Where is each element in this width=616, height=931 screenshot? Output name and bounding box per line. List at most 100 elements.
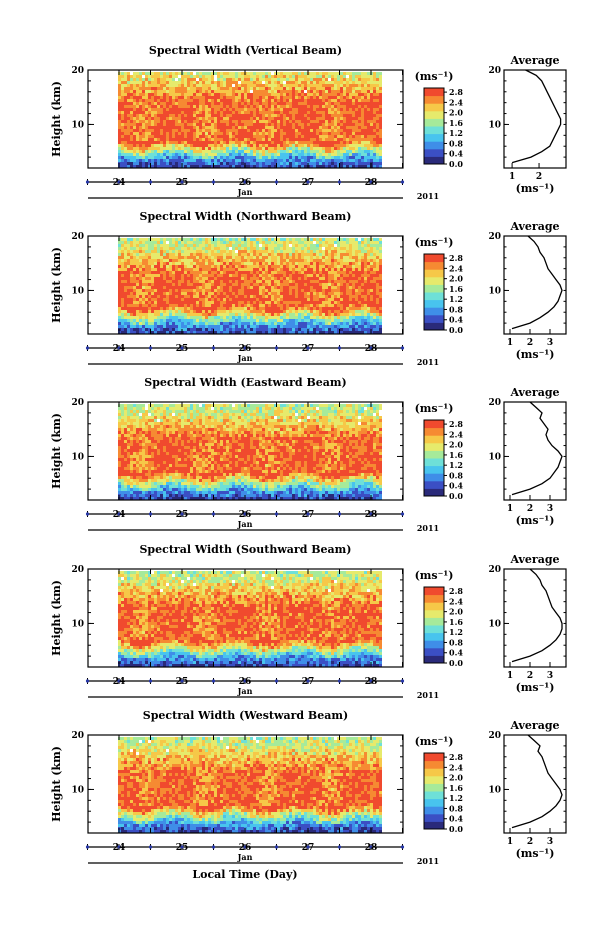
heatmap-cell: [358, 84, 361, 87]
heatmap-cell: [232, 241, 235, 244]
heatmap-cell: [376, 81, 379, 84]
heatmap-cell: [361, 165, 364, 168]
heatmap-cell: [121, 156, 124, 159]
heatmap-cell: [214, 150, 217, 153]
heatmap-cell: [178, 301, 181, 304]
heatmap-cell: [325, 99, 328, 102]
heatmap-cell: [154, 132, 157, 135]
heatmap-cell: [211, 277, 214, 280]
heatmap-cell: [319, 96, 322, 99]
heatmap-cell: [175, 277, 178, 280]
heatmap-cell: [301, 286, 304, 289]
heatmap-cell: [172, 292, 175, 295]
heatmap-cell: [202, 316, 205, 319]
heatmap-cell: [151, 141, 154, 144]
heatmap-cell: [265, 90, 268, 93]
heatmap-cell: [118, 289, 121, 292]
heatmap-cell: [142, 331, 145, 334]
heatmap-cell: [196, 159, 199, 162]
heatmap-cell: [136, 123, 139, 126]
heatmap-cell: [151, 331, 154, 334]
y-tick-label: 10: [71, 120, 84, 130]
heatmap-cell: [307, 310, 310, 313]
heatmap-cell: [160, 126, 163, 129]
heatmap-cell: [253, 93, 256, 96]
heatmap-cell: [295, 295, 298, 298]
heatmap-cell: [124, 159, 127, 162]
heatmap-cell: [331, 120, 334, 123]
heatmap-cell: [325, 123, 328, 126]
heatmap-cell: [190, 162, 193, 165]
heatmap-cell: [163, 162, 166, 165]
heatmap-cell: [181, 307, 184, 310]
heatmap-cell: [118, 265, 121, 268]
heatmap-cell: [253, 256, 256, 259]
heatmap-cell: [157, 307, 160, 310]
heatmap-cell: [175, 331, 178, 334]
heatmap-cell: [301, 120, 304, 123]
heatmap-cell: [373, 132, 376, 135]
heatmap-cell: [127, 331, 130, 334]
heatmap-cell: [190, 87, 193, 90]
heatmap-cell: [163, 310, 166, 313]
heatmap-cell: [196, 99, 199, 102]
heatmap-cell: [310, 120, 313, 123]
heatmap-cell: [268, 265, 271, 268]
heatmap-cell: [208, 141, 211, 144]
heatmap-cell: [226, 256, 229, 259]
heatmap-cell: [298, 162, 301, 165]
heatmap-cell: [211, 292, 214, 295]
heatmap-cell: [253, 108, 256, 111]
heatmap-cell: [316, 96, 319, 99]
heatmap-cell: [238, 114, 241, 117]
heatmap-cell: [184, 250, 187, 253]
heatmap-cell: [157, 310, 160, 313]
heatmap-cell: [376, 144, 379, 147]
heatmap-cell: [160, 141, 163, 144]
heatmap-cell: [232, 280, 235, 283]
heatmap-cell: [289, 93, 292, 96]
heatmap-cell: [238, 111, 241, 114]
heatmap-cell: [166, 304, 169, 307]
heatmap-cell: [229, 78, 232, 81]
heatmap-cell: [307, 274, 310, 277]
heatmap-cell: [169, 241, 172, 244]
heatmap-cell: [208, 238, 211, 241]
colorbar-swatch: [424, 126, 444, 135]
heatmap-cell: [154, 286, 157, 289]
heatmap-cell: [292, 301, 295, 304]
heatmap-cell: [187, 259, 190, 262]
heatmap-cell: [154, 99, 157, 102]
heatmap-cell: [229, 87, 232, 90]
heatmap-cell: [271, 81, 274, 84]
heatmap-cell: [346, 129, 349, 132]
heatmap-cell: [250, 129, 253, 132]
heatmap-cell: [217, 159, 220, 162]
heatmap-cell: [133, 99, 136, 102]
heatmap-cell: [169, 280, 172, 283]
heatmap-cell: [277, 78, 280, 81]
heatmap-cell: [229, 162, 232, 165]
heatmap-cell: [211, 129, 214, 132]
heatmap-cell: [151, 93, 154, 96]
heatmap-cell: [136, 129, 139, 132]
heatmap-cell: [196, 123, 199, 126]
heatmap-cell: [298, 298, 301, 301]
heatmap-cell: [130, 328, 133, 331]
heatmap-cell: [259, 265, 262, 268]
heatmap-cell: [154, 150, 157, 153]
heatmap-cell: [142, 132, 145, 135]
heatmap-cell: [352, 162, 355, 165]
heatmap-cell: [127, 253, 130, 256]
heatmap-cell: [274, 165, 277, 168]
heatmap-cell: [124, 253, 127, 256]
heatmap-cell: [241, 126, 244, 129]
heatmap-cell: [139, 256, 142, 259]
heatmap-cell: [214, 132, 217, 135]
heatmap-cell: [244, 96, 247, 99]
heatmap-cell: [286, 322, 289, 325]
heatmap-cell: [175, 156, 178, 159]
heatmap-cell: [280, 325, 283, 328]
heatmap-cell: [226, 253, 229, 256]
heatmap-cell: [193, 93, 196, 96]
